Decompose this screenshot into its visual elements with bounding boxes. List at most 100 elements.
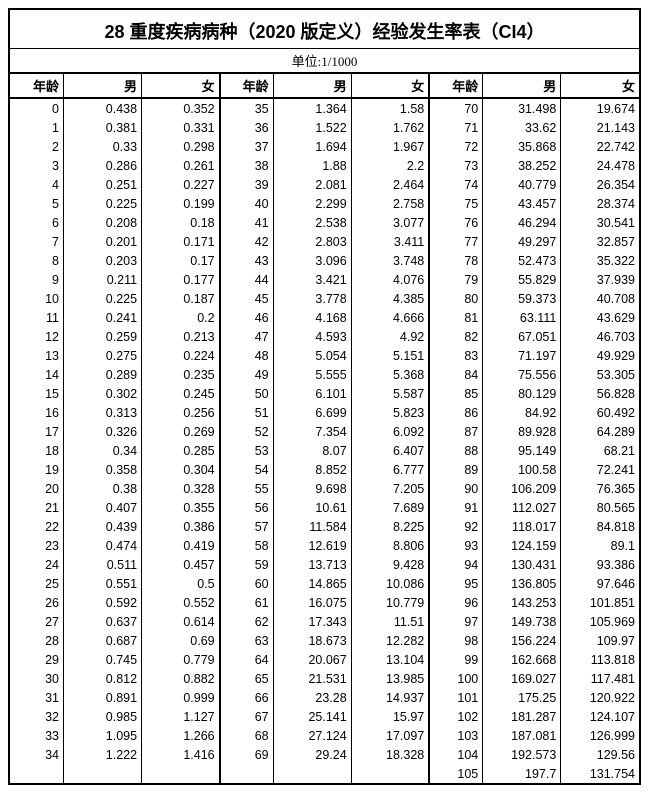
cell: 66 [220,688,274,707]
cell: 39 [220,175,274,194]
cell: 64.289 [561,422,639,441]
cell: 0.227 [142,175,220,194]
cell: 9 [10,270,64,289]
cell: 84.92 [483,403,561,422]
cell: 0.17 [142,251,220,270]
col-header: 男 [483,73,561,98]
cell: 0.779 [142,650,220,669]
table-row: 30.2860.261381.882.27338.25224.478 [10,156,639,175]
cell: 96 [429,593,483,612]
cell: 35.322 [561,251,639,270]
cell: 25 [10,574,64,593]
cell: 54 [220,460,274,479]
cell: 0.69 [142,631,220,650]
table-row: 20.330.298371.6941.9677235.86822.742 [10,137,639,156]
cell: 20 [10,479,64,498]
cell: 23 [10,536,64,555]
cell: 34 [10,745,64,764]
cell: 87 [429,422,483,441]
cell: 74 [429,175,483,194]
cell: 11.51 [351,612,429,631]
col-header: 女 [561,73,639,98]
cell: 1.266 [142,726,220,745]
cell: 0.331 [142,118,220,137]
cell: 91 [429,498,483,517]
cell: 2.081 [273,175,351,194]
cell: 124.159 [483,536,561,555]
cell: 0.289 [64,365,142,384]
cell: 0.511 [64,555,142,574]
cell: 10.086 [351,574,429,593]
cell: 71 [429,118,483,137]
cell: 85 [429,384,483,403]
cell: 64 [220,650,274,669]
cell: 46.703 [561,327,639,346]
cell: 1 [10,118,64,137]
cell: 0.407 [64,498,142,517]
cell: 1.222 [64,745,142,764]
cell: 33 [10,726,64,745]
cell: 100.58 [483,460,561,479]
cell: 175.25 [483,688,561,707]
cell: 56.828 [561,384,639,403]
table-row: 310.8910.9996623.2814.937101175.25120.92… [10,688,639,707]
cell: 23.28 [273,688,351,707]
cell: 1.694 [273,137,351,156]
cell: 75 [429,194,483,213]
cell: 19.674 [561,98,639,118]
cell: 0.269 [142,422,220,441]
cell: 10.61 [273,498,351,517]
cell: 14 [10,365,64,384]
cell: 68.21 [561,441,639,460]
col-header: 女 [351,73,429,98]
cell: 0.355 [142,498,220,517]
cell: 37 [220,137,274,156]
cell: 0 [10,98,64,118]
cell: 99 [429,650,483,669]
table-row: 60.2080.18412.5383.0777646.29430.541 [10,213,639,232]
cell: 143.253 [483,593,561,612]
cell: 95 [429,574,483,593]
cell: 0.999 [142,688,220,707]
cell: 93 [429,536,483,555]
cell: 0.199 [142,194,220,213]
cell: 118.017 [483,517,561,536]
cell [142,764,220,783]
cell: 22.742 [561,137,639,156]
cell: 26.354 [561,175,639,194]
cell: 0.687 [64,631,142,650]
cell: 38 [220,156,274,175]
cell: 41 [220,213,274,232]
cell: 106.209 [483,479,561,498]
cell: 84 [429,365,483,384]
cell: 192.573 [483,745,561,764]
cell: 67.051 [483,327,561,346]
cell: 0.34 [64,441,142,460]
cell: 21 [10,498,64,517]
cell: 0.386 [142,517,220,536]
cell: 4.076 [351,270,429,289]
table-row: 00.4380.352351.3641.587031.49819.674 [10,98,639,118]
cell: 63 [220,631,274,650]
table-row: 331.0951.2666827.12417.097103187.081126.… [10,726,639,745]
cell: 40 [220,194,274,213]
table-row: 150.3020.245506.1015.5878580.12956.828 [10,384,639,403]
cell: 18.328 [351,745,429,764]
cell: 82 [429,327,483,346]
table-row: 180.340.285538.076.4078895.14968.21 [10,441,639,460]
cell: 0.552 [142,593,220,612]
cell: 45 [220,289,274,308]
cell: 117.481 [561,669,639,688]
cell: 61 [220,593,274,612]
cell: 12.282 [351,631,429,650]
cell: 9.428 [351,555,429,574]
cell: 0.259 [64,327,142,346]
cell: 70 [429,98,483,118]
table-container: 年龄男女年龄男女年龄男女 00.4380.352351.3641.587031.… [8,72,641,785]
cell: 1.88 [273,156,351,175]
col-header: 年龄 [429,73,483,98]
cell: 0.745 [64,650,142,669]
cell [273,764,351,783]
cell: 1.522 [273,118,351,137]
cell: 40.779 [483,175,561,194]
